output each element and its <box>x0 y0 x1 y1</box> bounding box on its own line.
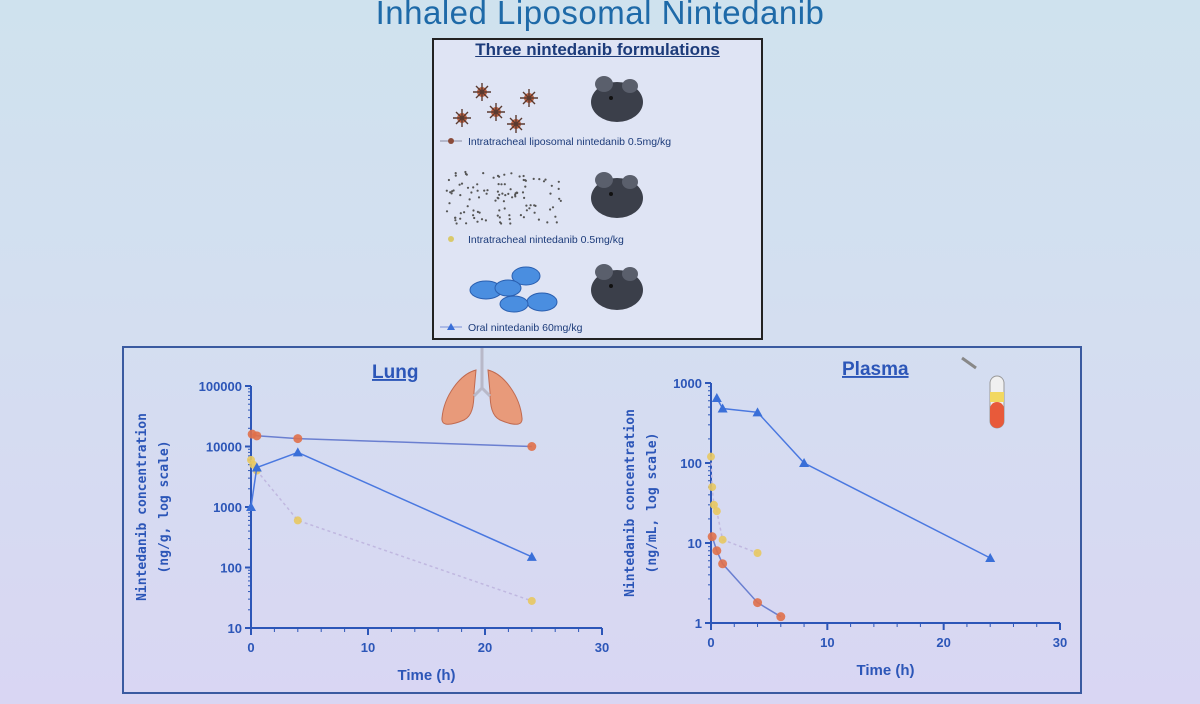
x-tick-label: 30 <box>595 640 609 655</box>
legend-liposomal: Intratracheal liposomal nintedanib 0.5mg… <box>440 136 671 148</box>
data-point-liposomal <box>753 598 763 608</box>
mouse-icon <box>591 172 643 218</box>
mouse-icon <box>591 76 643 122</box>
data-point-liposomal <box>776 612 786 622</box>
data-point-oral <box>985 552 996 562</box>
data-point-oral <box>752 407 763 417</box>
y-axis-label: Nintedanib concentration <box>135 413 150 601</box>
y-axis-label-units: (ng/g, log scale) <box>157 440 172 573</box>
chart-title: Lung <box>372 362 418 383</box>
x-tick-label: 0 <box>247 640 254 655</box>
series-line-oral <box>250 451 533 558</box>
liposome-particles-icon <box>453 83 538 133</box>
y-tick-label: 100 <box>680 456 702 471</box>
data-point-oral <box>292 447 303 457</box>
y-tick-label: 10000 <box>206 440 242 455</box>
slide-title: Inhaled Liposomal Nintedanib <box>375 0 825 31</box>
x-axis-label: Time (h) <box>856 662 914 679</box>
x-axis-label: Time (h) <box>397 667 455 684</box>
x-tick-label: 10 <box>361 640 375 655</box>
legend-intratracheal: Intratracheal nintedanib 0.5mg/kg <box>440 234 624 246</box>
x-tick-label: 0 <box>707 635 714 650</box>
y-tick-label: 10 <box>688 536 702 551</box>
data-point-intratracheal <box>707 452 715 461</box>
formulations-illustration <box>445 76 643 313</box>
data-point-oral <box>526 551 537 561</box>
data-point-liposomal <box>527 442 537 451</box>
data-point-liposomal <box>707 532 717 542</box>
series-line-oral <box>716 397 991 559</box>
lungs-icon <box>441 348 523 425</box>
chart-plasma: 1 10 100 1000 0 10 20 30 Plasma Time (h) Nintedani… <box>623 359 1067 679</box>
chart-lung: 10 100 1000 10000 100000 0 10 20 30 Lung Time (h) N… <box>135 362 609 684</box>
legend-marker-oral <box>440 322 462 334</box>
formulations-panel: Three nintedanib formulations <box>432 38 763 340</box>
data-point-intratracheal <box>708 483 717 492</box>
data-point-intratracheal <box>527 596 536 605</box>
data-point-oral <box>799 458 810 467</box>
y-tick-label: 1000 <box>213 500 242 515</box>
data-point-oral <box>251 462 262 472</box>
y-axis-label-units: (ng/mL, log scale) <box>645 433 660 574</box>
x-tick-label: 10 <box>820 635 834 650</box>
oral-pills-icon <box>469 266 558 313</box>
data-point-intratracheal <box>718 535 727 544</box>
mouse-icon <box>591 264 643 310</box>
x-tick-label: 20 <box>478 640 492 655</box>
y-tick-label: 100 <box>220 561 242 576</box>
charts-panel: 10 100 1000 10000 100000 0 10 20 30 Lung Time (h) N… <box>122 346 1082 694</box>
y-tick-label: 100000 <box>199 379 242 394</box>
x-tick-label: 20 <box>936 635 950 650</box>
legend-label: Oral nintedanib 60mg/kg <box>468 322 583 334</box>
data-point-liposomal <box>712 546 722 556</box>
dispersed-particles-icon <box>445 170 562 225</box>
data-point-intratracheal <box>712 507 721 516</box>
legend-marker-intratracheal <box>440 234 462 246</box>
legend-label: Intratracheal liposomal nintedanib 0.5mg… <box>468 136 672 148</box>
data-point-intratracheal <box>709 500 718 509</box>
legend-oral: Oral nintedanib 60mg/kg <box>440 322 582 334</box>
series-line-intratracheal <box>250 459 533 602</box>
series-line-intratracheal <box>710 456 758 554</box>
formulations-title: Three nintedanib formulations <box>475 40 720 59</box>
data-point-oral <box>246 502 256 511</box>
data-point-oral <box>717 403 728 413</box>
chart-title: Plasma <box>842 359 909 380</box>
data-point-liposomal <box>718 559 728 569</box>
x-tick-label: 30 <box>1053 635 1067 650</box>
data-point-liposomal <box>293 434 303 444</box>
legend-label: Intratracheal nintedanib 0.5mg/kg <box>468 234 624 246</box>
data-point-intratracheal <box>293 516 302 525</box>
y-tick-label: 1000 <box>673 376 702 391</box>
y-axis-label: Nintedanib concentration <box>623 409 638 597</box>
data-point-oral <box>711 392 722 402</box>
data-point-liposomal <box>252 431 262 441</box>
legend-marker-liposomal <box>440 136 462 148</box>
data-point-intratracheal <box>753 548 762 557</box>
y-tick-label: 1 <box>695 616 702 631</box>
y-tick-label: 10 <box>228 621 242 636</box>
blood-tube-icon <box>961 356 1005 429</box>
